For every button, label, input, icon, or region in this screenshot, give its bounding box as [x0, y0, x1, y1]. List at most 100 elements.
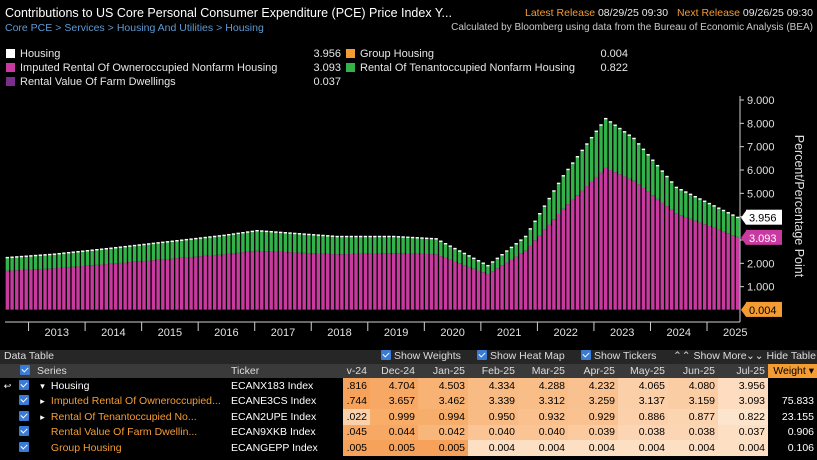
- x-tick-label: 2022: [553, 327, 577, 339]
- bar-segment: [613, 172, 617, 310]
- row-action[interactable]: [0, 393, 17, 409]
- row-select[interactable]: [17, 393, 34, 409]
- column-header-period[interactable]: Jul-25: [718, 364, 768, 378]
- series-cell[interactable]: ▾ Housing: [34, 378, 228, 394]
- housing-total-mark: [288, 232, 292, 234]
- header-select[interactable]: [17, 364, 34, 378]
- show-tickers-toggle[interactable]: Show Tickers: [581, 350, 656, 362]
- bar-segment: [283, 252, 288, 310]
- checkbox-icon[interactable]: [581, 350, 591, 360]
- column-header-period[interactable]: Apr-25: [568, 364, 618, 378]
- breadcrumb-housing-utilities[interactable]: Housing And Utilities: [116, 22, 214, 34]
- expand-icon[interactable]: ▸: [40, 411, 45, 422]
- table-row[interactable]: Group Housing ECANGEPP Index .005 0.005 0.00…: [0, 440, 817, 456]
- bar-segment: [556, 309, 561, 310]
- breadcrumb-services[interactable]: Services: [64, 22, 105, 34]
- table-row[interactable]: ↩ ▾ Housing ECANX183 Index .816 4.704 4.503 4.…: [0, 378, 817, 394]
- checkbox-icon[interactable]: [20, 365, 30, 375]
- value-cell: 0.038: [618, 424, 668, 440]
- ticker-cell[interactable]: ECANGEPP Index: [231, 441, 318, 454]
- column-header-period[interactable]: Mar-25: [518, 364, 568, 378]
- legend-item-farm-dwellings[interactable]: Rental Value Of Farm Dwellings 0.037: [6, 76, 346, 88]
- column-header-period[interactable]: Jan-25: [418, 364, 468, 378]
- y-tick-label: 7.000: [747, 142, 775, 154]
- stacked-bar-chart[interactable]: 2013 2014 2015 2016 2017 2018 2019 2020 2021 2022…: [0, 92, 817, 350]
- ticker-cell[interactable]: ECAN2UPE Index: [231, 410, 317, 423]
- show-heat-map-toggle[interactable]: Show Heat Map: [477, 350, 565, 362]
- collapse-icon[interactable]: ▾: [40, 380, 45, 391]
- bar-segment: [179, 240, 184, 258]
- checkbox-icon[interactable]: [19, 410, 29, 421]
- column-header-ticker[interactable]: Ticker: [228, 364, 343, 378]
- housing-total-mark: [721, 209, 726, 212]
- housing-total-mark: [104, 248, 108, 250]
- row-action[interactable]: ↩: [0, 378, 17, 394]
- hide-table-button[interactable]: ⌄⌄ Hide Table: [746, 350, 816, 362]
- column-header-period[interactable]: Jun-25: [668, 364, 718, 378]
- housing-total-mark: [528, 228, 533, 230]
- series-cell[interactable]: Rental Value Of Farm Dwellin...: [34, 425, 228, 441]
- column-header-period[interactable]: v-24: [343, 364, 370, 378]
- row-select[interactable]: [17, 409, 34, 425]
- column-header-period[interactable]: Dec-24: [370, 364, 418, 378]
- bar-segment: [542, 229, 547, 310]
- option-label: Show Weights: [394, 350, 461, 362]
- row-select[interactable]: [17, 440, 34, 456]
- series-cell[interactable]: Group Housing: [34, 440, 228, 456]
- housing-total-mark: [424, 237, 429, 239]
- ticker-cell[interactable]: ECANE3CS Index: [231, 395, 317, 408]
- column-header-weight[interactable]: Weight ▾: [768, 364, 817, 378]
- legend-item-housing[interactable]: Housing 3.956: [6, 48, 341, 60]
- series-name: Rental Value Of Farm Dwellin...: [50, 426, 198, 439]
- checkbox-icon[interactable]: [19, 395, 29, 406]
- table-row[interactable]: Rental Value Of Farm Dwellin... ECAN9XKB …: [0, 424, 817, 441]
- bar-segment: [424, 254, 429, 310]
- ticker-cell[interactable]: ECAN9XKB Index: [231, 426, 316, 439]
- checkbox-icon[interactable]: [381, 350, 391, 360]
- ticker-cell[interactable]: ECANX183 Index: [231, 379, 314, 392]
- checkbox-icon[interactable]: [19, 441, 29, 452]
- expand-icon[interactable]: ▸: [40, 396, 45, 407]
- housing-total-mark: [147, 243, 151, 245]
- legend-item-imputed-rental[interactable]: Imputed Rental Of Owneroccupied Nonfarm …: [6, 62, 346, 74]
- bar-segment: [533, 221, 537, 241]
- checkbox-icon[interactable]: [19, 379, 29, 390]
- column-header-period[interactable]: Feb-25: [468, 364, 518, 378]
- header-bar: Contributions to US Core Personal Consum…: [0, 0, 817, 38]
- breadcrumb-housing[interactable]: Housing: [225, 22, 264, 34]
- show-more-button[interactable]: ⌃⌃ Show More: [673, 350, 747, 362]
- latest-release-value: 08/29/25 09:30: [597, 7, 669, 19]
- page-title: Contributions to US Core Personal Consum…: [5, 6, 452, 20]
- bar-segment: [457, 263, 462, 310]
- value-cell: 0.932: [518, 409, 568, 425]
- bar-segment: [57, 253, 61, 268]
- row-action[interactable]: [0, 409, 17, 425]
- bar-segment: [48, 254, 52, 269]
- row-select[interactable]: [17, 378, 34, 394]
- y-axis-title: Percent/Percentage Point: [792, 135, 806, 278]
- bar-segment: [674, 213, 679, 310]
- column-header-series[interactable]: Series: [34, 364, 228, 378]
- table-row[interactable]: ▸ Imputed Rental Of Owneroccupied... ECAN…: [0, 393, 817, 410]
- legend-item-tenant-rental[interactable]: Rental Of Tenantoccupied Nonfarm Housing…: [346, 62, 656, 74]
- row-action[interactable]: [0, 424, 17, 440]
- legend-item-group-housing[interactable]: Group Housing 0.004: [346, 48, 656, 60]
- breadcrumb-core-pce[interactable]: Core PCE: [5, 22, 53, 34]
- show-weights-toggle[interactable]: Show Weights: [381, 350, 461, 362]
- row-select[interactable]: [17, 424, 34, 440]
- series-cell[interactable]: ▸ Imputed Rental Of Owneroccupied...: [34, 394, 228, 410]
- row-action[interactable]: [0, 440, 17, 456]
- checkbox-icon[interactable]: [19, 426, 29, 437]
- bar-segment: [99, 309, 104, 310]
- bar-segment: [307, 234, 311, 254]
- checkbox-icon[interactable]: [477, 350, 487, 360]
- table-row[interactable]: ▸ Rental Of Tenantoccupied No... ECAN2UPE…: [0, 409, 817, 425]
- bar-segment: [335, 254, 339, 310]
- weight-cell: [768, 378, 817, 394]
- bar-segment: [443, 309, 448, 310]
- undo-icon[interactable]: ↩: [3, 380, 12, 391]
- series-cell[interactable]: ▸ Rental Of Tenantoccupied No...: [34, 409, 228, 425]
- bar-segment: [203, 255, 207, 310]
- y-tick-label: 1.000: [747, 282, 775, 294]
- column-header-period[interactable]: May-25: [618, 364, 668, 378]
